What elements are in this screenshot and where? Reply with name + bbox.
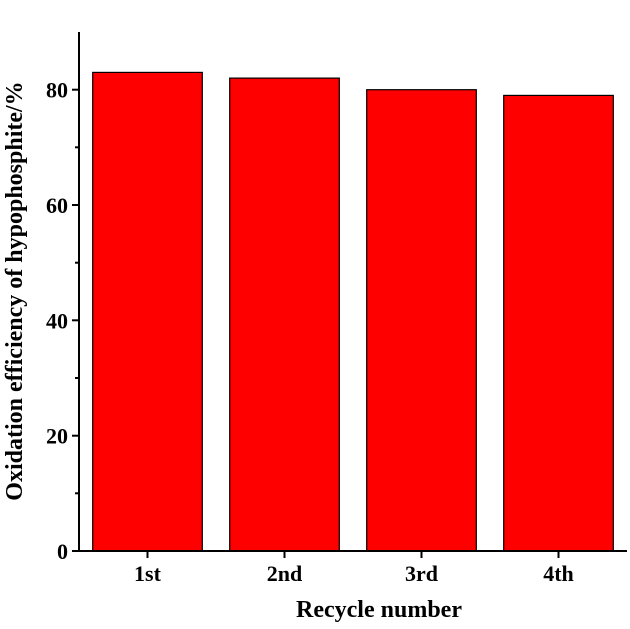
x-axis-ticks: 1st 2nd 3rd 4th [134,551,574,586]
bar-4th [503,94,614,552]
x-axis-title: Recycle number [296,597,462,623]
x-tick-label-4th: 4th [543,561,574,586]
x-tick-label-1st: 1st [134,561,162,586]
y-tick-label-0: 0 [57,539,68,564]
y-axis-title: Oxidation efficiency of hypophosphite/% [2,81,28,500]
x-tick-label-3rd: 3rd [405,561,438,586]
x-tick-label-2nd: 2nd [267,561,302,586]
bar-2nd [229,77,340,552]
y-tick-label-80: 80 [46,78,68,103]
y-tick-label-60: 60 [46,193,68,218]
y-axis-ticks: 0 20 40 60 80 [46,78,79,564]
y-tick-label-40: 40 [46,308,68,333]
bar-1st [92,71,203,552]
bar-3rd [366,89,477,552]
bars-group [92,71,614,552]
y-tick-label-20: 20 [46,424,68,449]
